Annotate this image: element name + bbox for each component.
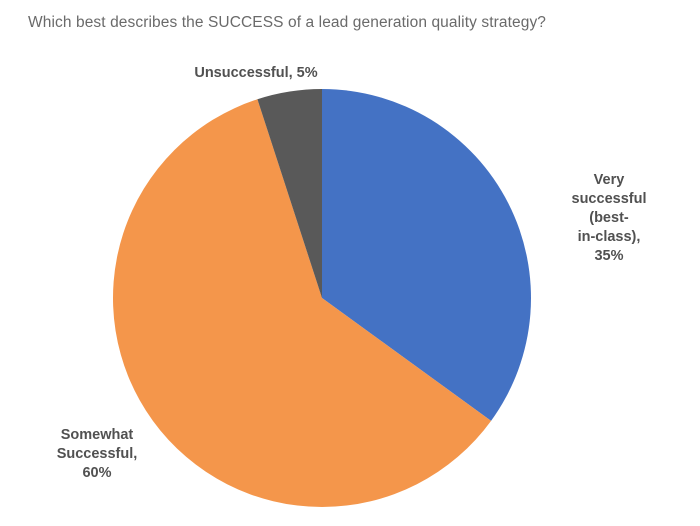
pie-slice-1 xyxy=(112,99,492,508)
slice-label-very-successful: Very successful (best- in-class), 35% xyxy=(571,172,647,264)
chart-title: Which best describes the SUCCESS of a le… xyxy=(28,14,547,31)
slice-label-somewhat-successful: Somewhat Successful, 60% xyxy=(56,427,138,481)
slice-label-unsuccessful: Unsuccessful, 5% xyxy=(194,65,318,81)
pie-slice-0 xyxy=(322,89,531,421)
pie-slices-group xyxy=(112,89,531,508)
pie-slice-2 xyxy=(257,89,322,298)
